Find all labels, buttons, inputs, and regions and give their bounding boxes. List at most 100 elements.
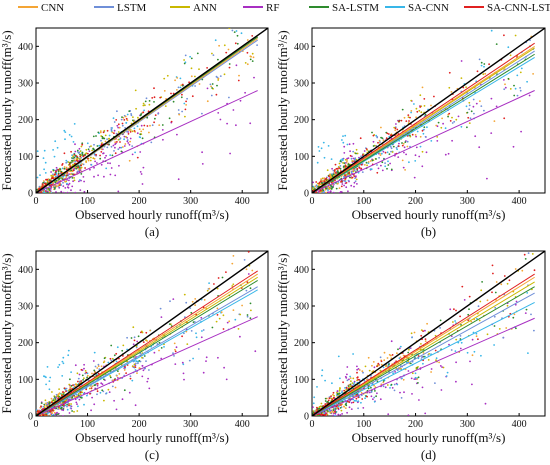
scatter-point [90,145,92,148]
scatter-point [211,87,214,89]
scatter-point [345,388,348,391]
x-tick-label: 400 [235,196,250,207]
scatter-point [113,354,116,357]
scatter-point [128,391,131,394]
scatter-point [52,173,54,176]
scatter-point [48,388,51,391]
scatter-point [113,132,115,135]
scatter-point [102,137,105,140]
scatter-point [358,369,361,371]
scatter-point [69,165,72,168]
scatter-point [82,379,84,381]
scatter-point [401,144,404,147]
scatter-point [460,324,462,326]
scatter-point [113,150,115,152]
scatter-point [186,97,189,100]
scatter-point [156,343,159,345]
scatter-point [57,408,59,410]
scatter-point [103,357,106,360]
scatter-point [411,372,414,375]
scatter-point [40,402,43,404]
scatter-point [126,348,128,351]
scatter-point [216,287,219,290]
scatter-point [93,369,96,372]
scatter-point [335,187,338,190]
scatter-point [90,164,93,166]
scatter-point [159,307,162,310]
scatter-point [217,58,219,61]
scatter-point [355,393,358,396]
scatter-point [350,157,353,160]
scatter-point [80,173,83,175]
scatter-point [396,383,399,386]
scatter-point [100,139,102,142]
scatter-point [73,179,76,182]
scatter-point [77,380,79,383]
scatter-point [244,62,247,64]
scatter-point [153,101,155,103]
scatter-point [312,181,314,184]
scatter-point [524,258,527,260]
scatter-point [331,382,333,385]
scatter-point [470,110,473,113]
scatter-point [225,271,227,273]
scatter-point [449,308,452,311]
scatter-point [345,186,348,189]
scatter-point [131,379,134,382]
scatter-point [63,166,66,168]
scatter-point [430,104,432,107]
scatter-point [352,383,355,386]
scatter-point [191,300,194,303]
scatter-point [103,360,106,363]
scatter-point [160,316,163,318]
scatter-point [356,183,358,185]
scatter-point [459,347,462,350]
scatter-point [177,86,180,89]
scatter-point [69,386,71,388]
scatter-point [54,140,57,143]
scatter-point [176,77,179,79]
scatter-point [112,117,115,120]
scatter-point [113,129,116,132]
scatter-point [142,166,145,169]
scatter-point [374,390,376,392]
scatter-point [117,131,120,133]
scatter-point [506,304,509,307]
scatter-point [120,118,123,121]
scatter-point [467,313,470,316]
scatter-point [109,376,112,379]
scatter-point [136,125,139,128]
scatter-point [507,46,510,49]
scatter-point [410,332,413,335]
scatter-point [335,171,337,174]
scatter-point [137,360,139,363]
scatter-point [142,111,145,114]
scatter-point [352,142,355,145]
scatter-point [81,153,84,156]
scatter-point [59,168,61,171]
scatter-point [393,389,396,392]
scatter-point [355,178,358,181]
scatter-point [418,155,421,158]
scatter-point [117,377,119,379]
scatter-point [138,367,141,369]
legend-label: LSTM [117,2,147,14]
scatter-point [134,404,137,407]
scatter-point [77,377,80,380]
scatter-point [56,395,59,398]
scatter-point [42,180,45,182]
scatter-point [194,298,197,300]
scatter-point [138,136,141,138]
scatter-point [316,161,319,164]
scatter-point [367,161,370,163]
scatter-point [194,75,196,78]
scatter-point [176,133,178,136]
scatter-point [66,191,69,193]
scatter-point [109,162,111,165]
scatter-point [60,190,63,193]
y-tick-label: 100 [294,375,309,386]
scatter-point [321,177,324,180]
scatter-point [229,152,232,155]
scatter-point [385,364,388,367]
scatter-point [427,359,430,361]
